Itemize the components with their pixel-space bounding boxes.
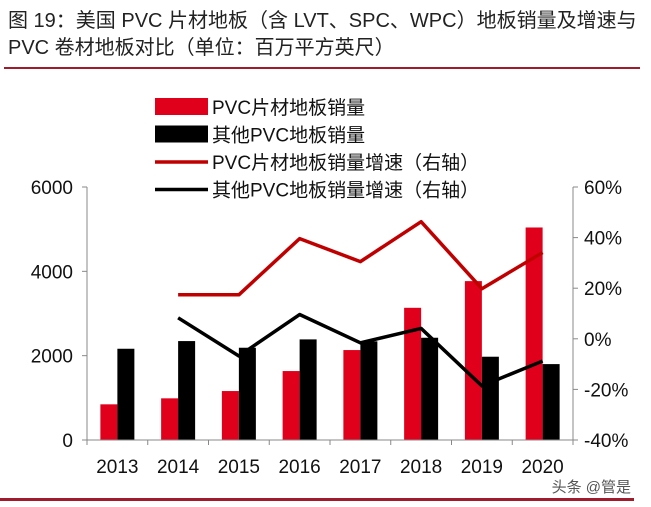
bar-other-pvc-2019 [481,356,499,440]
x-tick-label: 2018 [400,457,442,478]
bar-pvc-sheet-2014 [161,398,179,440]
line-pvc-sheet-growth [178,219,544,297]
legend-label: PVC片材地板销量增速（右轴） [212,152,479,174]
right-tick-label: 40% [584,229,622,250]
legend-item: PVC片材地板销量增速（右轴） [155,152,479,174]
legend-label: PVC片材地板销量 [212,97,365,119]
bar-other-pvc-2013 [117,348,135,440]
bar-other-pvc-2020 [542,364,560,440]
legend-item: 其他PVC地板销量增速（右轴） [155,180,479,202]
legend-swatch [155,125,208,143]
bar-other-pvc-2018 [421,337,439,440]
bar-other-pvc-2015 [238,347,256,440]
bar-pvc-sheet-2016 [282,371,300,440]
left-tick-label: 0 [62,431,73,452]
left-tick-label: 2000 [31,347,73,368]
legend-item: 其他PVC地板销量 [155,125,365,147]
legend-swatch [155,98,208,115]
x-tick-label: 2019 [461,457,503,478]
right-tick-label: -20% [584,380,628,401]
legend-label: 其他PVC地板销量增速（右轴） [212,180,479,202]
bottom-divider [0,498,634,501]
bar-other-pvc-2016 [299,339,317,440]
left-tick-label: 4000 [31,262,73,283]
bar-other-pvc-2017 [360,341,378,440]
bar-pvc-sheet-2018 [404,307,422,440]
legend-label: 其他PVC地板销量 [212,125,365,147]
x-tick-label: 2020 [521,457,563,478]
right-tick-label: 0% [584,330,612,351]
bar-other-pvc-2014 [178,341,196,440]
chart-title: 图 19：美国 PVC 片材地板（含 LVT、SPC、WPC）地板销量及增速与 … [8,10,637,59]
right-tick-label: -40% [584,431,628,452]
x-tick-label: 2016 [278,457,320,478]
bar-pvc-sheet-2015 [221,391,239,440]
right-tick-label: 20% [584,279,622,300]
bar-pvc-sheet-2017 [343,350,361,440]
x-tick-label: 2013 [96,457,138,478]
title-divider [4,67,640,69]
bar-pvc-sheet-2013 [100,404,118,440]
right-tick-label: 60% [584,178,622,199]
x-tick-label: 2017 [339,457,381,478]
bar-pvc-sheet-2019 [464,281,482,440]
legend-item: PVC片材地板销量 [155,97,365,119]
x-tick-label: 2014 [157,457,200,478]
watermark: 头条 @管是 [551,479,631,496]
bar-pvc-sheet-2020 [525,227,543,440]
left-tick-label: 6000 [31,178,73,199]
x-tick-label: 2015 [218,457,260,478]
